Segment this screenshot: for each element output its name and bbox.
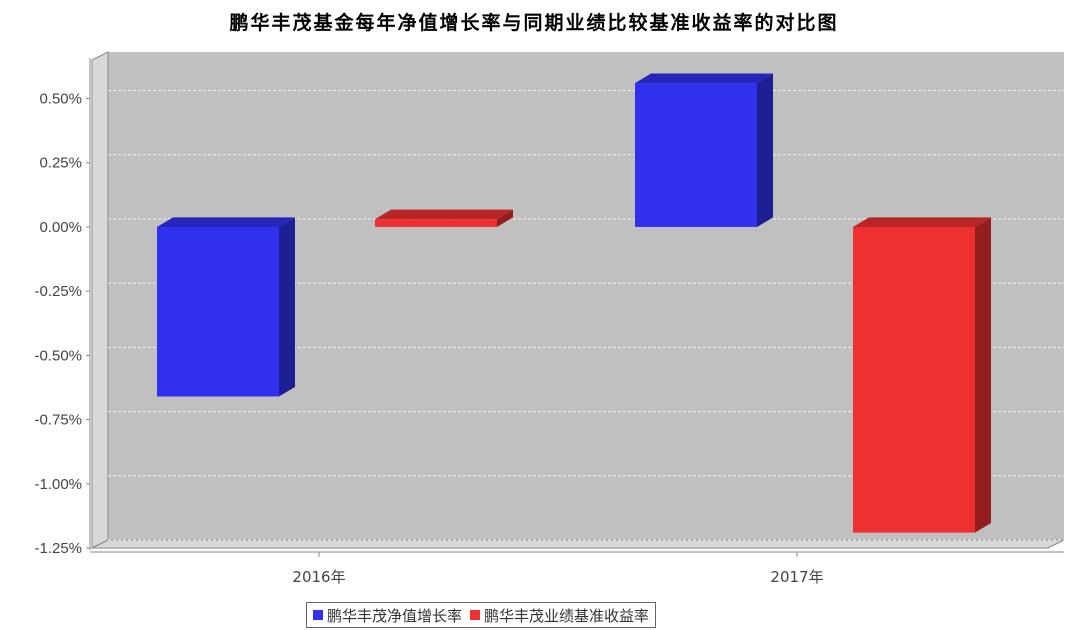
chart-title: 鹏华丰茂基金每年净值增长率与同期业绩比较基准收益率的对比图 <box>229 12 839 34</box>
bar-front <box>157 226 279 397</box>
bar-front <box>375 219 497 227</box>
bar-1-series-1 <box>157 217 295 397</box>
bar-top <box>375 209 513 220</box>
legend-label-series-1: 鹏华丰茂净值增长率 <box>327 606 463 625</box>
legend-item-series-1: 鹏华丰茂净值增长率 <box>313 605 462 626</box>
y-tick-label: 0.00% <box>39 219 82 236</box>
bar-front <box>635 83 757 227</box>
legend-swatch-series-2 <box>470 610 481 620</box>
y-tick-label: -0.75% <box>34 412 82 429</box>
bars <box>157 73 991 533</box>
bar-front <box>853 226 975 533</box>
y-tick-label: -0.25% <box>34 283 82 300</box>
bar-top <box>635 73 773 84</box>
bar-1-series-2 <box>375 209 513 227</box>
y-tick-label: -0.50% <box>34 347 82 364</box>
bar-2-series-1 <box>635 73 773 227</box>
bar-side <box>975 217 991 533</box>
bar-top <box>157 217 295 227</box>
bar-side <box>279 217 295 397</box>
bar-side <box>757 73 773 227</box>
legend-item-series-2: 鹏华丰茂业绩基准收益率 <box>470 605 649 626</box>
y-tick-label: -1.25% <box>34 540 82 557</box>
plot-floor <box>91 539 1065 549</box>
legend-label-series-2: 鹏华丰茂业绩基准收益率 <box>484 606 650 625</box>
legend-swatch-series-1 <box>313 610 323 620</box>
bar-side <box>497 209 513 227</box>
x-tick-label: 2017年 <box>770 568 823 586</box>
bar-chart: -1.25% -1.00% -0.75% -0.50% -0.25% 0.00% 0.25%… <box>34 51 1065 586</box>
legend: 鹏华丰茂净值增长率 鹏华丰茂业绩基准收益率 <box>306 602 657 628</box>
x-axis: 2016年 2017年 <box>292 552 824 586</box>
y-tick-label: 0.25% <box>39 155 82 172</box>
y-tick-label: -1.00% <box>34 476 82 493</box>
x-tick-label: 2016年 <box>292 568 345 586</box>
bar-top <box>853 217 991 227</box>
y-axis: -1.25% -1.00% -0.75% -0.50% -0.25% 0.00% 0.25%… <box>34 91 90 557</box>
bar-2-series-2 <box>853 217 991 533</box>
y-tick-label: 0.50% <box>39 91 82 108</box>
plot-left-wall <box>91 51 109 549</box>
